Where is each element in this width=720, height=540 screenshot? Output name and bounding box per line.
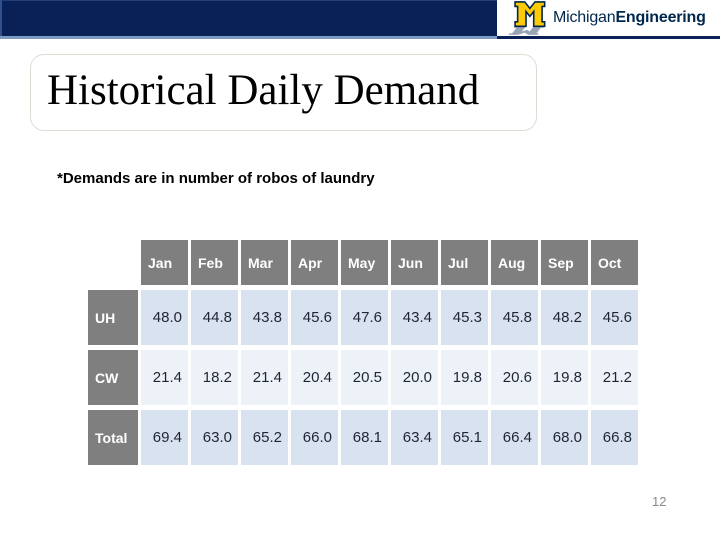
column-header-oct: Oct bbox=[591, 240, 638, 285]
column-header-apr: Apr bbox=[291, 240, 338, 285]
column-header-sep: Sep bbox=[541, 240, 588, 285]
table-cell: 66.8 bbox=[591, 410, 638, 465]
table-cell: 66.0 bbox=[291, 410, 338, 465]
logo-wordmark: MichiganEngineering bbox=[553, 9, 706, 27]
column-header-may: May bbox=[341, 240, 388, 285]
table-cell: 20.0 bbox=[391, 350, 438, 405]
row-label-uh: UH bbox=[88, 290, 138, 345]
table-cell: 45.6 bbox=[591, 290, 638, 345]
table-cell: 69.4 bbox=[141, 410, 188, 465]
banner-underline-left bbox=[0, 36, 497, 39]
table-cell: 47.6 bbox=[341, 290, 388, 345]
table-cell: 20.4 bbox=[291, 350, 338, 405]
units-note: *Demands are in number of robos of laund… bbox=[57, 170, 375, 187]
column-header-feb: Feb bbox=[191, 240, 238, 285]
table-cell: 18.2 bbox=[191, 350, 238, 405]
table-cell: 65.1 bbox=[441, 410, 488, 465]
table-corner-cell bbox=[88, 240, 138, 285]
table-cell: 21.4 bbox=[241, 350, 288, 405]
demand-table: Jan Feb Mar Apr May Jun Jul Aug Sep Oct UH 48.0 44.8… bbox=[88, 240, 638, 465]
logo-wordmark-regular: Michigan bbox=[553, 9, 616, 26]
table-cell: 48.2 bbox=[541, 290, 588, 345]
table-cell: 43.8 bbox=[241, 290, 288, 345]
row-label-total: Total bbox=[88, 410, 138, 465]
table-cell: 19.8 bbox=[541, 350, 588, 405]
page-number: 12 bbox=[652, 494, 667, 509]
table-cell: 44.8 bbox=[191, 290, 238, 345]
table-cell: 20.6 bbox=[491, 350, 538, 405]
table-cell: 66.4 bbox=[491, 410, 538, 465]
table-cell: 45.8 bbox=[491, 290, 538, 345]
banner-underline-right bbox=[497, 36, 720, 39]
column-header-jul: Jul bbox=[441, 240, 488, 285]
column-header-aug: Aug bbox=[491, 240, 538, 285]
banner-navy-bar bbox=[0, 0, 497, 36]
column-header-mar: Mar bbox=[241, 240, 288, 285]
column-header-jan: Jan bbox=[141, 240, 188, 285]
table-cell: 20.5 bbox=[341, 350, 388, 405]
table-cell: 68.0 bbox=[541, 410, 588, 465]
row-label-cw: CW bbox=[88, 350, 138, 405]
michigan-engineering-logo: MichiganEngineering bbox=[497, 0, 720, 36]
column-header-jun: Jun bbox=[391, 240, 438, 285]
table-cell: 43.4 bbox=[391, 290, 438, 345]
table-cell: 63.0 bbox=[191, 410, 238, 465]
logo-wordmark-bold: Engineering bbox=[615, 9, 706, 26]
table-cell: 19.8 bbox=[441, 350, 488, 405]
table-cell: 21.2 bbox=[591, 350, 638, 405]
table-cell: 63.4 bbox=[391, 410, 438, 465]
table-cell: 45.3 bbox=[441, 290, 488, 345]
page-title: Historical Daily Demand bbox=[47, 67, 480, 114]
top-banner: MichiganEngineering bbox=[0, 0, 720, 39]
table-cell: 65.2 bbox=[241, 410, 288, 465]
title-placeholder-border bbox=[30, 54, 537, 131]
table-cell: 45.6 bbox=[291, 290, 338, 345]
table-cell: 21.4 bbox=[141, 350, 188, 405]
table-cell: 48.0 bbox=[141, 290, 188, 345]
block-m-icon bbox=[508, 1, 546, 35]
table-cell: 68.1 bbox=[341, 410, 388, 465]
